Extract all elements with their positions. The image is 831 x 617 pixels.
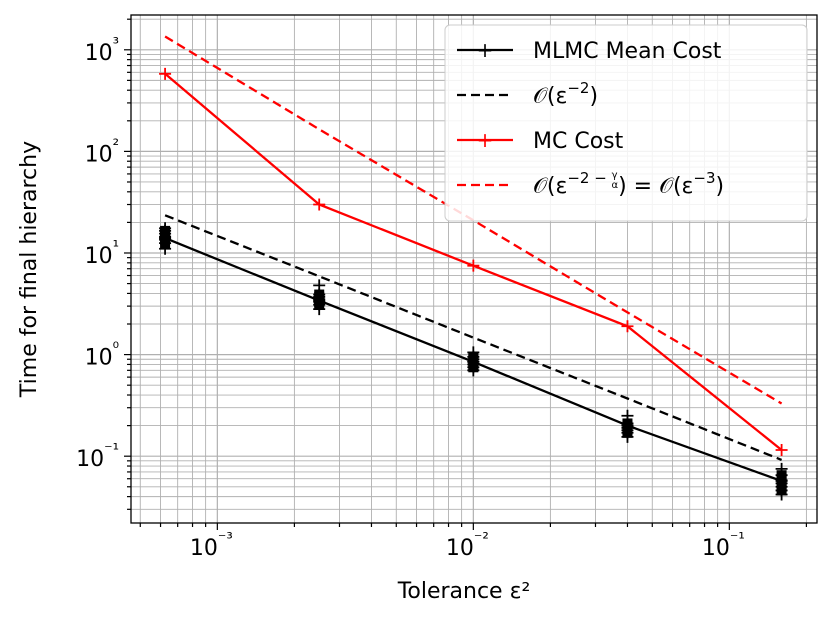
- legend-entry-order-eps3: 𝒪(ε−2 − γ α) = 𝒪(ε−3): [457, 169, 724, 199]
- legend-label-order-eps2: 𝒪(ε−2): [533, 79, 598, 109]
- series-marker-2: [621, 320, 634, 333]
- sample-square-marker: [314, 289, 325, 300]
- y-tick-label: 10²: [85, 135, 119, 167]
- y-tick-label: 10⁻¹: [76, 440, 119, 472]
- axis-ticks: 10⁻³ 10⁻² 10⁻¹ 10⁻¹ 10⁰ 10¹ 10² 10³: [76, 18, 808, 561]
- legend: + MLMC Mean Cost 𝒪(ε−2) + MC Cost 𝒪(ε−2 …: [444, 24, 808, 222]
- y-tick-label: 10¹: [85, 237, 119, 269]
- sample-square-marker: [776, 475, 787, 486]
- legend-entry-order-eps2: 𝒪(ε−2): [457, 79, 598, 109]
- sample-plus-marker: [313, 279, 326, 292]
- y-tick-label: 10³: [85, 34, 119, 66]
- x-tick-label: 10⁻²: [446, 529, 489, 561]
- sample-square-marker: [622, 418, 633, 429]
- series-marker-2: [467, 259, 480, 272]
- legend-box: [444, 24, 808, 222]
- y-tick-label: 10⁰: [85, 339, 119, 371]
- series-marker-2: [313, 198, 326, 211]
- legend-marker-mlmc: +: [477, 38, 494, 62]
- x-axis-label: Tolerance ε²: [397, 579, 531, 604]
- x-tick-label: 10⁻³: [190, 529, 233, 561]
- series-marker-2: [159, 67, 172, 80]
- sample-square-marker: [776, 470, 787, 481]
- legend-entry-mlmc: + MLMC Mean Cost: [457, 38, 722, 64]
- sample-square-marker: [160, 225, 171, 236]
- legend-marker-mc: +: [477, 128, 494, 152]
- legend-label-mc: MC Cost: [533, 129, 624, 154]
- legend-label-mlmc: MLMC Mean Cost: [533, 39, 722, 64]
- series-marker-2: [775, 444, 788, 457]
- legend-label-order-eps3: 𝒪(ε−2 − γ α) = 𝒪(ε−3): [533, 169, 724, 199]
- sample-square-marker: [468, 351, 479, 362]
- y-axis-label: Time for final hierarchy: [17, 141, 42, 398]
- x-tick-label: 10⁻¹: [702, 529, 745, 561]
- series-line-1: [164, 214, 783, 461]
- grid: [131, 15, 817, 523]
- legend-entry-mc: + MC Cost: [457, 128, 624, 154]
